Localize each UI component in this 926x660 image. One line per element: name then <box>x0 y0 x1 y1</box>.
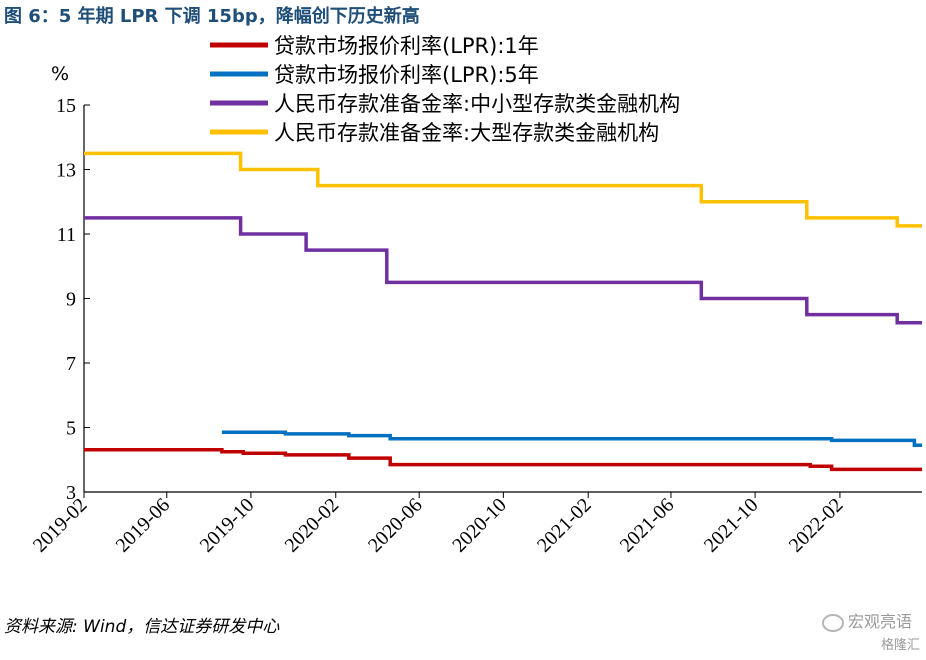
chart-title: 图 6：5 年期 LPR 下调 15bp，降幅创下历史新高 <box>4 6 420 27</box>
watermark-secondary: 格隆汇 <box>880 638 920 653</box>
y-tick-label: 11 <box>57 224 76 246</box>
x-tick-label: 2019-06 <box>112 494 175 557</box>
y-tick-label: 15 <box>56 95 76 117</box>
watermark-text: 宏观亮语 <box>847 612 912 631</box>
x-tick-label: 2022-02 <box>785 494 848 557</box>
y-tick-label: 5 <box>66 418 76 440</box>
series-line-2 <box>221 430 922 447</box>
legend-label-2: 贷款市场报价利率(LPR):5年 <box>274 63 539 87</box>
source-note: 资料来源: Wind，信达证券研发中心 <box>4 617 280 637</box>
legend-label-1: 贷款市场报价利率(LPR):1年 <box>274 34 539 58</box>
x-tick-label: 2021-02 <box>533 494 596 557</box>
x-tick-label: 2021-10 <box>700 494 763 557</box>
wechat-icon <box>821 613 844 632</box>
y-tick-label: 9 <box>66 289 76 311</box>
y-tick-label: 3 <box>66 482 76 504</box>
x-tick-label: 2020-06 <box>364 494 427 557</box>
y-unit-label: % <box>51 63 69 85</box>
x-tick-label: 2019-10 <box>196 494 259 557</box>
x-tick-label: 2021-06 <box>616 494 679 557</box>
x-tick-label: 2020-02 <box>281 494 344 557</box>
series-line-4 <box>84 151 922 228</box>
legend-label-3: 人民币存款准备金率:中小型存款类金融机构 <box>274 92 680 116</box>
y-tick-label: 13 <box>56 160 76 182</box>
watermark: 宏观亮语 <box>821 608 912 632</box>
legend-label-4: 人民币存款准备金率:大型存款类金融机构 <box>274 121 659 145</box>
x-tick-label: 2020-10 <box>448 494 511 557</box>
x-tick-label: 2019-02 <box>29 494 92 557</box>
series-line-1 <box>84 448 922 472</box>
series-line-3 <box>84 216 922 325</box>
y-tick-label: 7 <box>66 353 76 375</box>
